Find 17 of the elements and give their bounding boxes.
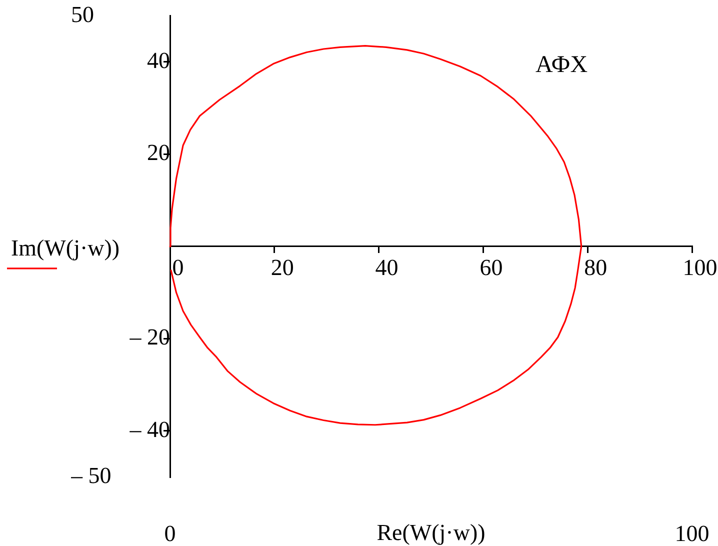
x-tick-label: 20 (270, 255, 294, 280)
y-tick-label: – 40 (128, 416, 170, 442)
text: Im(W(j·w)) (11, 235, 120, 260)
x-tick-label: 0 (172, 255, 184, 280)
y-tick-label: 20 (147, 140, 170, 166)
y-tick-label: 40 (147, 48, 170, 73)
x-tick-label: 100 (682, 255, 718, 280)
y2-tick-label: 50 (71, 2, 94, 27)
x-tick-label: 60 (480, 255, 503, 280)
x-tick-label: 40 (375, 255, 398, 280)
text: АФХ (535, 52, 588, 78)
y2-tick-label: – 50 (70, 463, 112, 488)
x-axis-title: Re(W(j·w)) (376, 520, 486, 546)
y-tick-label: – 20 (128, 324, 170, 350)
x2-tick-label: 100 (674, 521, 710, 546)
x2-tick-label: 0 (164, 521, 176, 546)
x-tick-label: 80 (584, 255, 608, 280)
